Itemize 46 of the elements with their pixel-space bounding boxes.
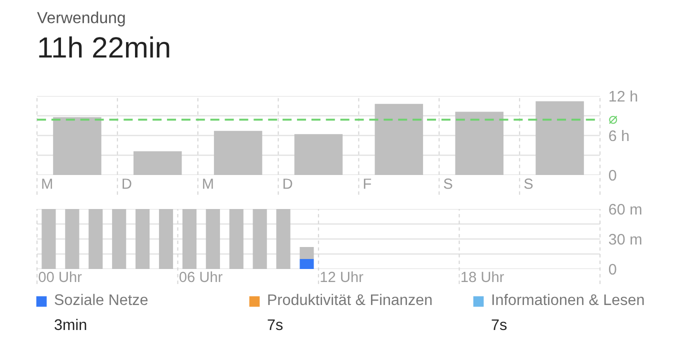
x-tick-label: F (364, 178, 372, 189)
x-tick-label: M (203, 178, 213, 189)
x-tick-label: D (284, 178, 292, 189)
bar (42, 209, 56, 269)
x-tick-label: S (444, 178, 452, 189)
y-tick-label: 60 m (609, 204, 642, 215)
bar (182, 209, 197, 269)
x-tick-label: S (524, 178, 533, 189)
bar (276, 209, 290, 269)
text: 7s (268, 319, 283, 330)
legend-label: Produktivität & Finanzen (268, 294, 432, 306)
bar (300, 259, 314, 269)
bar (65, 209, 80, 269)
x-tick-label: D (122, 178, 132, 189)
bar (112, 209, 126, 269)
bar (455, 112, 504, 175)
y-tick-label: 0 (608, 170, 616, 181)
text: 7s (492, 319, 507, 330)
bar (136, 209, 150, 269)
bar (229, 209, 244, 269)
x-tick-label: M (42, 178, 52, 189)
text: 3min (54, 318, 86, 330)
x-tick-label: 18 Uhr (462, 271, 504, 282)
x-tick-label: 12 Uhr (320, 271, 364, 282)
bar (206, 209, 220, 269)
y-tick-label: 0 (608, 264, 616, 275)
y-tick-label: 12 h (610, 90, 638, 102)
legend-label: Informationen & Lesen (492, 294, 644, 306)
bar (214, 130, 262, 175)
bar (88, 209, 103, 269)
legend-label: Soziale Netze (54, 294, 148, 306)
y-tick-label: 30 m (608, 234, 642, 245)
bar (300, 247, 314, 259)
bar (374, 104, 424, 175)
bar (536, 101, 584, 175)
bar (134, 151, 182, 175)
y-tick-label: 6 h (609, 130, 629, 142)
chart-title: Verwendung (37, 12, 125, 26)
bar (53, 117, 102, 175)
x-tick-label: 06 Uhr (179, 271, 222, 282)
bar (294, 134, 343, 175)
bar (252, 209, 267, 269)
ref-line-label: ⌀ (609, 116, 618, 124)
bar (158, 209, 174, 269)
x-tick-label: 00 Uhr (38, 271, 82, 282)
chart-subtitle: 11h 22min (39, 36, 170, 58)
